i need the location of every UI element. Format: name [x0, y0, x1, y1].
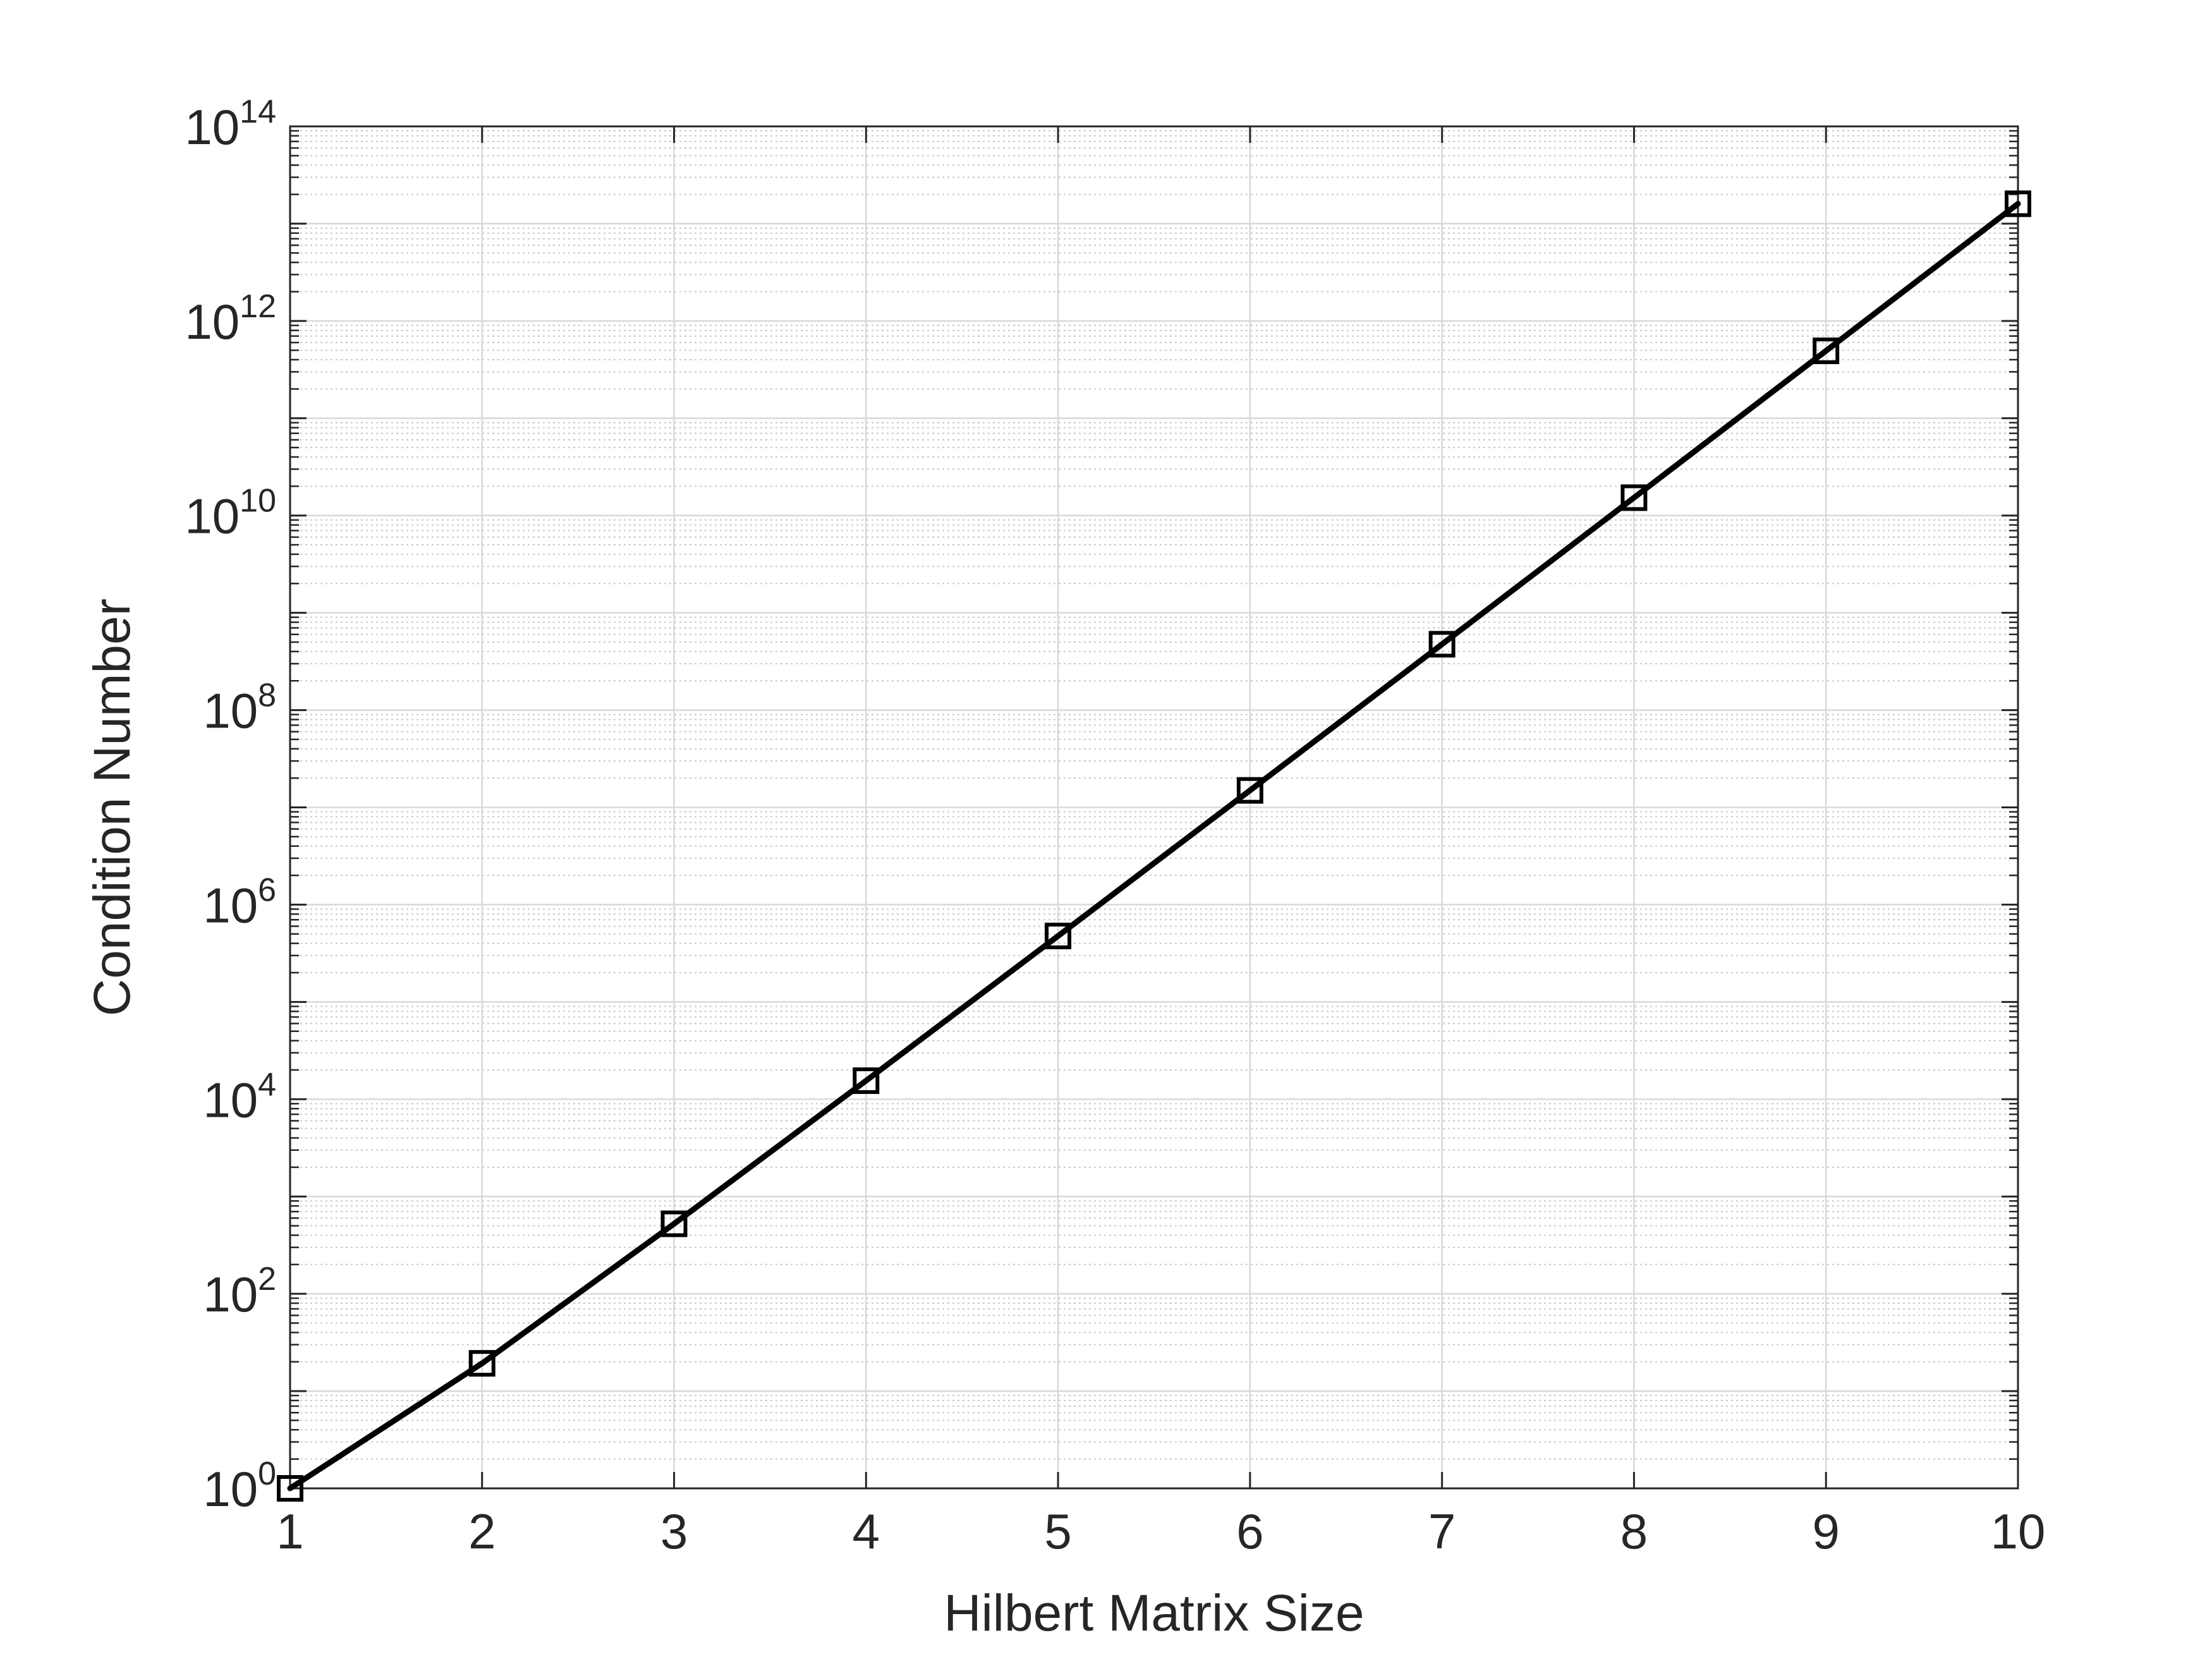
y-tick-label: 104 [203, 1066, 276, 1127]
series-layer [277, 190, 2031, 1502]
data-point-marker [1620, 484, 1648, 511]
series-line [287, 200, 2021, 1492]
y-tick-label: 1010 [185, 483, 276, 544]
tick-labels: 1 2 3 4 5 6 7 8 9 10 100 102 104 106 108 1010 1012 1014 [185, 94, 2045, 1559]
grid-layer [289, 125, 2019, 1490]
y-tick-label: 102 [203, 1261, 276, 1322]
y-tick-label: 106 [203, 872, 276, 933]
y-tick-label: 1012 [185, 288, 276, 349]
x-tick-label: 1 [276, 1504, 303, 1559]
x-tick-label: 10 [1991, 1504, 2046, 1559]
data-point-marker [277, 1475, 303, 1502]
y-tick-label: 108 [203, 678, 276, 739]
data-point-marker [1813, 337, 1840, 365]
y-tick-label: 1014 [185, 94, 276, 155]
x-tick-label: 5 [1044, 1504, 1071, 1559]
x-tick-label: 2 [468, 1504, 495, 1559]
x-tick-label: 6 [1236, 1504, 1263, 1559]
data-point-marker [2005, 190, 2031, 217]
axes-frame [289, 125, 2019, 1490]
y-tick-label: 100 [203, 1455, 276, 1517]
data-point-marker [468, 1350, 495, 1377]
x-tick-label: 8 [1620, 1504, 1648, 1559]
data-point-marker [660, 1210, 688, 1237]
x-tick-label: 9 [1813, 1504, 1840, 1559]
y-axis-label: Condition Number [83, 599, 141, 1016]
data-point-marker [1045, 922, 1072, 949]
data-point-marker [1428, 631, 1455, 658]
x-tick-label: 3 [660, 1504, 688, 1559]
data-point-marker [1236, 777, 1263, 804]
x-axis-label: Hilbert Matrix Size [944, 1584, 1364, 1642]
x-tick-label: 7 [1428, 1504, 1455, 1559]
data-point-marker [853, 1067, 880, 1094]
x-tick-label: 4 [853, 1504, 880, 1559]
